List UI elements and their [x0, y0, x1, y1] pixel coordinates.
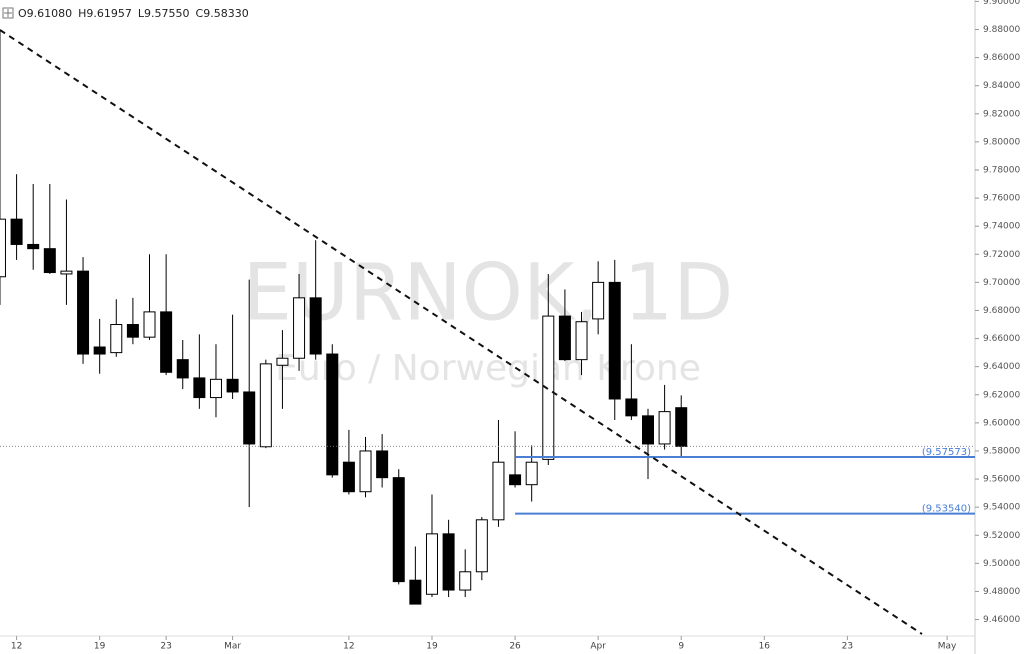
candle-body [243, 391, 256, 445]
candle-body [10, 218, 23, 245]
candle-body [27, 243, 40, 250]
y-tick-label: 9.70000 [983, 278, 1020, 288]
candle-body [675, 407, 688, 447]
x-tick-label: 12 [11, 642, 22, 652]
y-tick-label: 9.84000 [983, 81, 1020, 91]
x-tick-label: Mar [224, 642, 241, 652]
candle-body [425, 533, 438, 595]
candle-body [326, 353, 339, 476]
candle-body [492, 461, 505, 521]
candle-body [376, 450, 389, 479]
candle-body [126, 324, 139, 338]
x-tick-label: Apr [590, 642, 606, 652]
candle-body [641, 415, 654, 445]
candle-body [392, 477, 405, 583]
candle-body [409, 579, 422, 605]
ohlc-legend: O9.61080 H9.61957 L9.57550 C9.58330 [18, 7, 249, 20]
candle-body [226, 378, 239, 393]
candle-body [193, 377, 206, 399]
x-tick-label: 19 [426, 642, 438, 652]
candle-body [592, 281, 605, 320]
y-tick-label: 9.50000 [983, 559, 1020, 569]
watermark: EURNOK, 1D Euro / Norwegian Krone [243, 248, 734, 389]
y-tick-label: 9.82000 [983, 109, 1020, 119]
candle-body [93, 346, 106, 355]
candle-body [143, 311, 156, 338]
y-tick-label: 9.72000 [983, 250, 1020, 260]
x-tick-label: 19 [94, 642, 106, 652]
ohlc-value: L9.57550 [138, 7, 190, 20]
x-tick-label: May [938, 642, 957, 652]
y-tick-label: 9.88000 [983, 25, 1020, 35]
candle-body [110, 324, 123, 354]
candle-body [442, 533, 455, 591]
watermark-subtitle: Euro / Norwegian Krone [275, 348, 701, 389]
candle-body [77, 270, 90, 355]
y-tick-label: 9.76000 [983, 194, 1020, 204]
ohlc-value: O9.61080 [18, 7, 72, 20]
x-tick-label: 23 [160, 642, 171, 652]
candle-body [43, 248, 56, 274]
candle-body [276, 357, 289, 366]
legend-toggle[interactable] [2, 7, 14, 19]
candle-body [658, 411, 671, 445]
candle-body [209, 378, 222, 399]
y-tick-label: 9.46000 [983, 615, 1020, 625]
x-tick-label: 9 [678, 642, 684, 652]
y-tick-label: 9.48000 [983, 587, 1020, 597]
x-tick-label: 12 [343, 642, 354, 652]
candle-body [293, 297, 306, 359]
candle-body [475, 519, 488, 573]
y-tick-label: 9.68000 [983, 306, 1020, 316]
y-tick-label: 9.62000 [983, 390, 1020, 400]
candle-body [176, 359, 189, 379]
candle-body [509, 474, 522, 486]
candle-body [342, 461, 355, 493]
candle-body [60, 270, 73, 275]
y-tick-label: 9.54000 [983, 503, 1020, 513]
y-tick-label: 9.74000 [983, 222, 1020, 232]
y-tick-label: 9.66000 [983, 334, 1020, 344]
x-tick-label: 16 [759, 642, 771, 652]
candle-body [359, 450, 372, 493]
candle-body [259, 363, 272, 448]
candle-body [309, 297, 322, 355]
candle-body [525, 461, 538, 486]
candle-body [160, 311, 173, 373]
trend-line [0, 29, 923, 635]
candle-body [0, 218, 6, 278]
level-label: (9.53540) [922, 504, 971, 515]
y-tick-label: 9.60000 [983, 418, 1020, 428]
watermark-title: EURNOK, 1D [243, 248, 734, 338]
y-tick-label: 9.80000 [983, 137, 1020, 147]
x-tick-label: 26 [509, 642, 521, 652]
candle-body [542, 315, 555, 460]
y-tick-label: 9.56000 [983, 475, 1020, 485]
candle-body [625, 398, 638, 417]
y-tick-label: 9.86000 [983, 53, 1020, 63]
y-tick-label: 9.52000 [983, 531, 1020, 541]
candle-body [558, 315, 571, 361]
y-tick-label: 9.78000 [983, 165, 1020, 175]
level-label: (9.57573) [922, 447, 971, 458]
ohlc-value: H9.61957 [78, 7, 132, 20]
y-tick-label: 9.58000 [983, 446, 1020, 456]
y-tick-label: 9.90000 [983, 0, 1020, 7]
y-tick-label: 9.64000 [983, 362, 1020, 372]
candle-body [575, 321, 588, 361]
candle-body [459, 571, 472, 591]
x-tick-label: 23 [842, 642, 853, 652]
ohlc-value: C9.58330 [196, 7, 249, 20]
candle-body [608, 281, 621, 400]
